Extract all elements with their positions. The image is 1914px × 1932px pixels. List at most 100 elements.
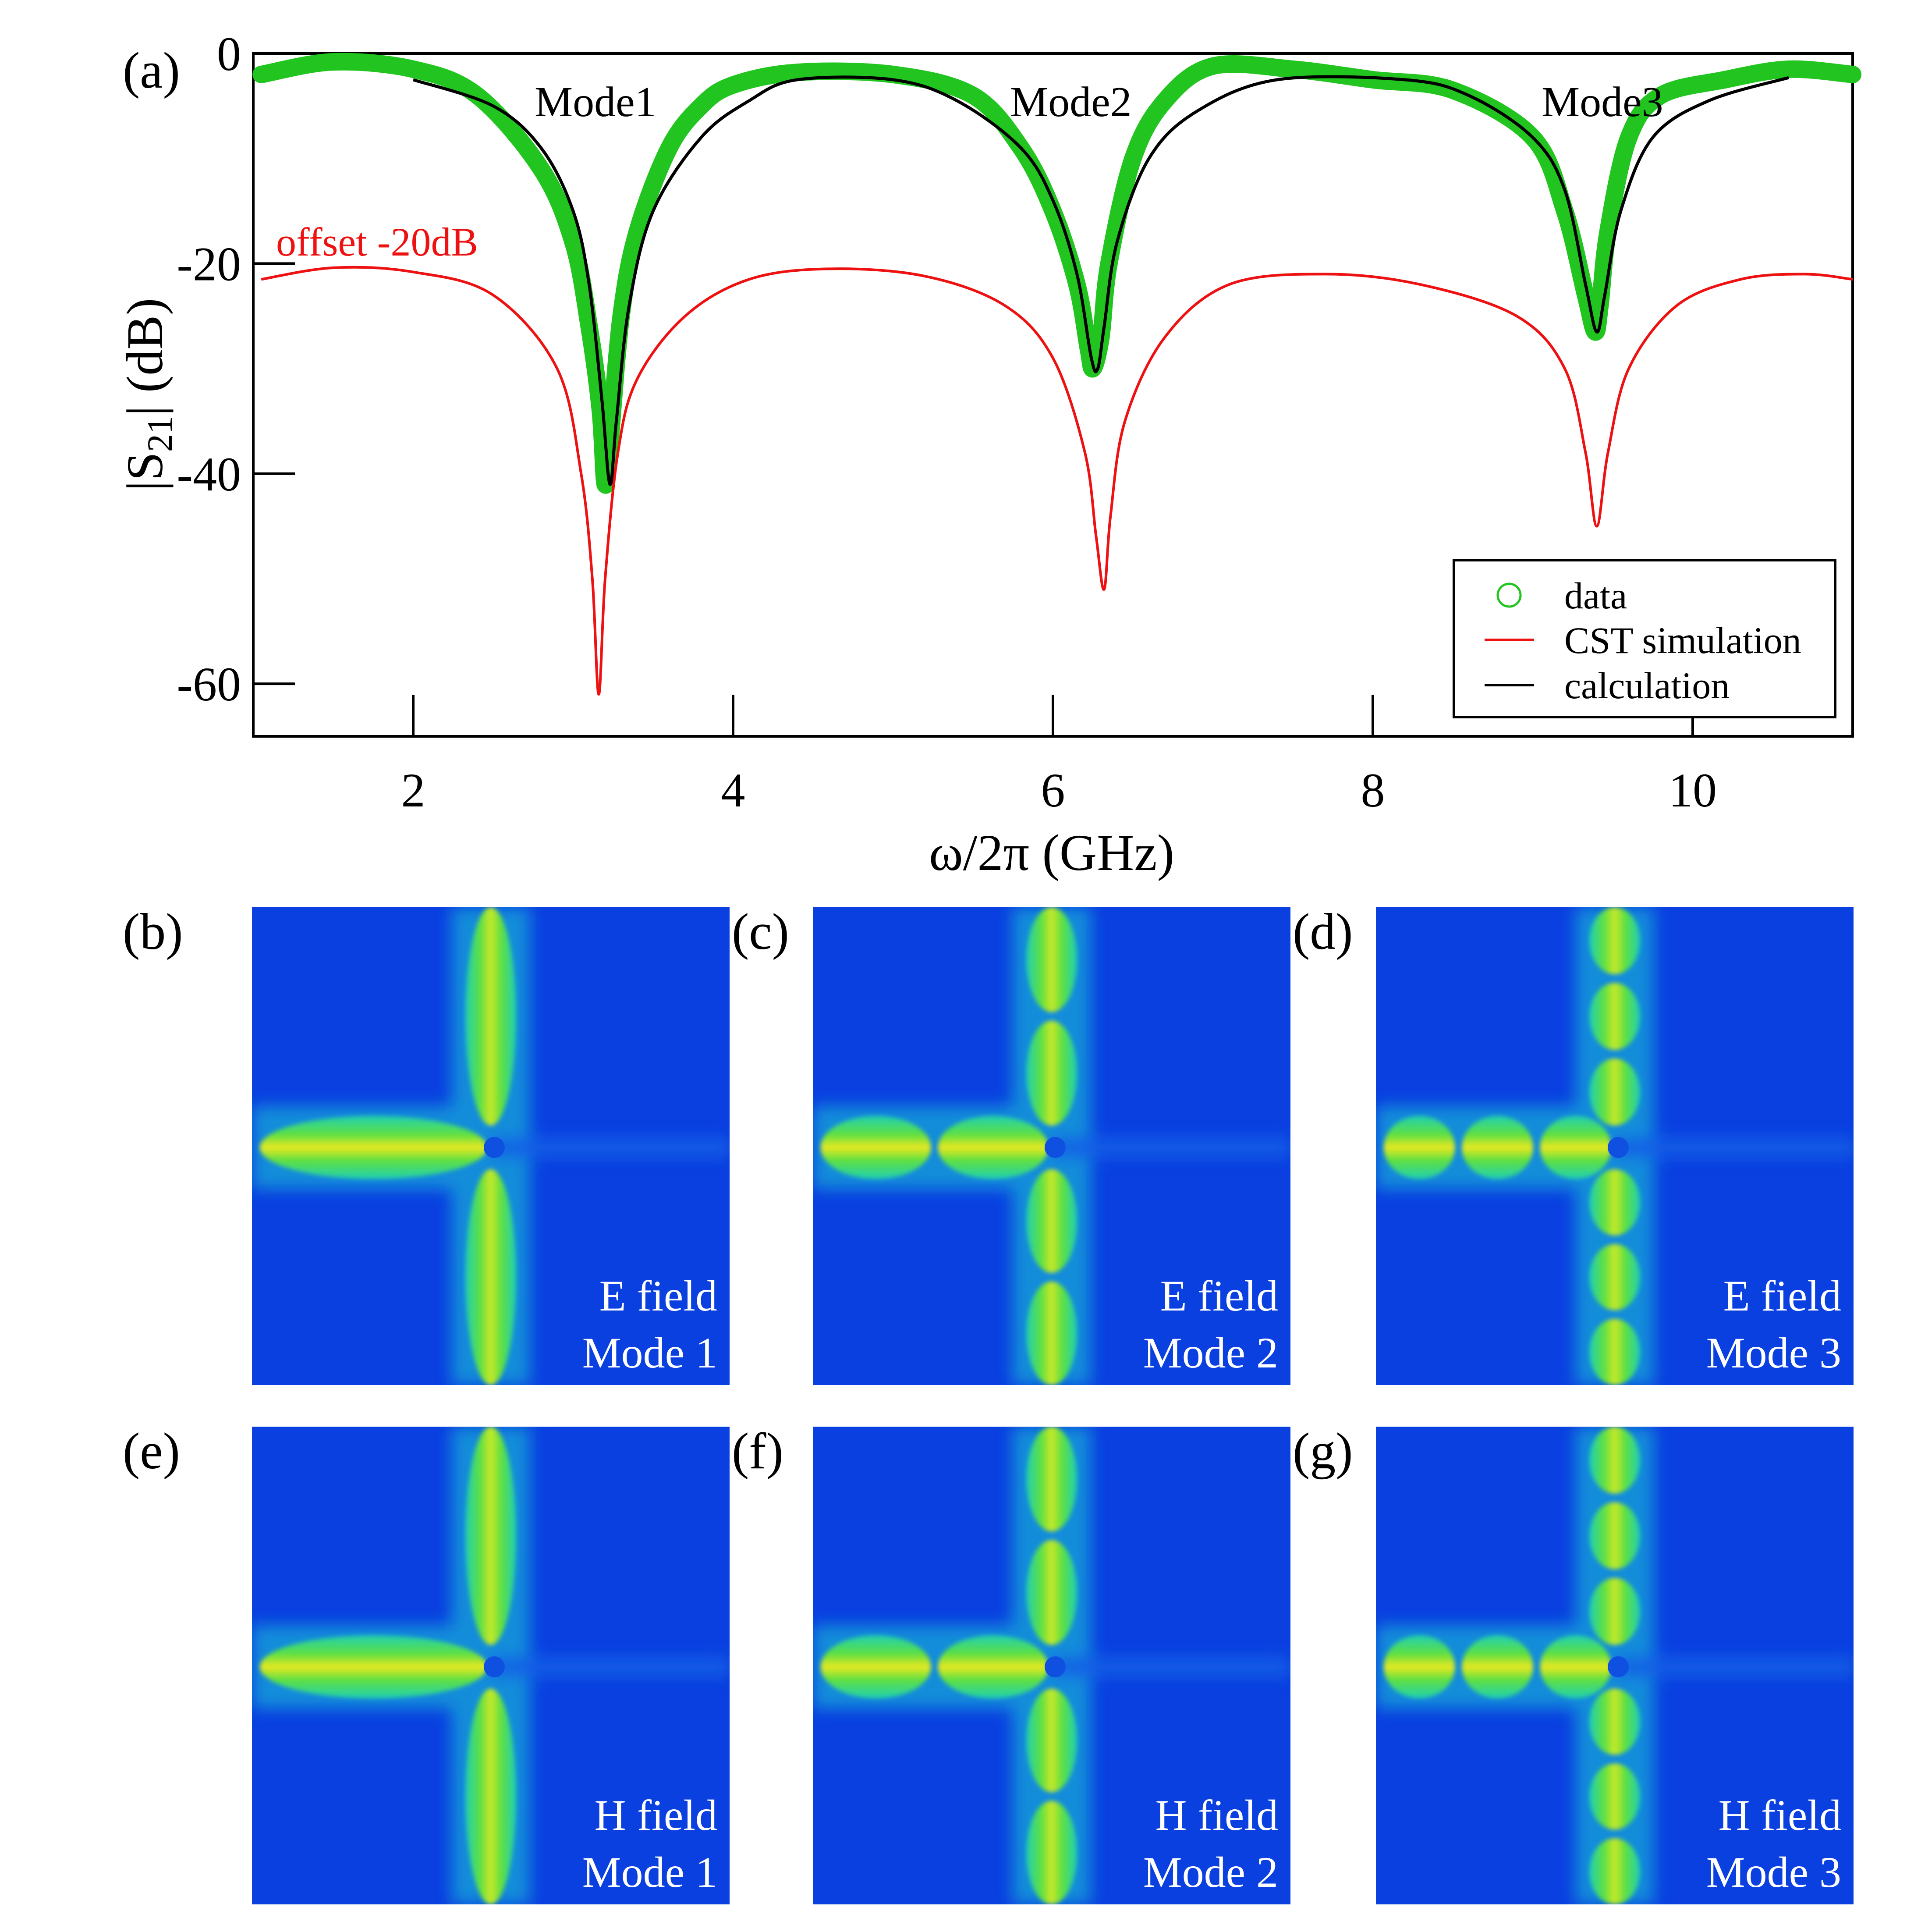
x-tick-label: 8 xyxy=(1361,764,1385,817)
series-data-point xyxy=(1620,128,1638,146)
field-type-label: E field xyxy=(1160,1271,1278,1320)
series-data-point xyxy=(592,401,610,419)
field-lobe xyxy=(821,1635,931,1698)
series-data-point xyxy=(1204,57,1222,75)
series-data-point xyxy=(660,139,678,157)
mode2-label: Mode2 xyxy=(1010,78,1132,126)
series-data-point xyxy=(1044,202,1062,220)
field-lobe xyxy=(1589,983,1640,1050)
field-lobe xyxy=(1026,1540,1077,1645)
field-lobe xyxy=(260,1635,487,1698)
field-lobe xyxy=(1589,1427,1640,1494)
series-data-point xyxy=(788,64,806,82)
field-map-4: H field Mode 1 xyxy=(252,1427,730,1904)
field-lobe xyxy=(1589,1763,1640,1830)
field-type-label: H field xyxy=(1155,1791,1278,1840)
y-tick-label: -60 xyxy=(177,657,241,711)
panel-label: (b) xyxy=(123,903,183,960)
field-lobe xyxy=(1026,1282,1077,1385)
field-lobe xyxy=(1026,1169,1077,1273)
series-data-point xyxy=(1599,223,1617,241)
field-lobe xyxy=(465,1169,516,1385)
series-data-point xyxy=(964,86,982,104)
series-layer xyxy=(252,53,1861,696)
mode-label: Mode 1 xyxy=(582,1848,717,1896)
field-map-panels: E field Mode 1 (b) E field Mode 2 (c) E field M… xyxy=(123,903,1854,1904)
offset-note: offset -20dB xyxy=(276,220,478,264)
field-type-label: E field xyxy=(1723,1271,1841,1320)
field-map-5: H field Mode 2 xyxy=(813,1427,1290,1904)
series-data-point xyxy=(532,160,550,178)
field-lobe xyxy=(1540,1635,1611,1698)
field-lobe xyxy=(1589,1244,1640,1310)
x-tick-label: 4 xyxy=(721,764,745,817)
y-axis: 0 -20 -40 -60 xyxy=(177,27,295,711)
field-lobe xyxy=(1384,1635,1455,1698)
field-lobe xyxy=(1026,1689,1077,1792)
field-lobe xyxy=(1026,907,1077,1012)
panel-a-label: (a) xyxy=(123,42,180,99)
series-data-point xyxy=(628,223,646,241)
legend-data-label: data xyxy=(1564,575,1627,617)
field-lobe xyxy=(1589,1319,1640,1385)
x-tick-label: 6 xyxy=(1041,764,1065,817)
field-lobe xyxy=(1540,1116,1611,1179)
field-lobe xyxy=(1589,1169,1640,1236)
field-lobe xyxy=(1026,1801,1077,1904)
mode-label: Mode 3 xyxy=(1706,1848,1841,1896)
field-lobe xyxy=(1462,1635,1533,1698)
field-lobe xyxy=(260,1116,487,1179)
mode3-label: Mode3 xyxy=(1542,78,1663,126)
x-axis: 2 4 6 8 10 xyxy=(401,695,1717,817)
field-lobe xyxy=(1589,1058,1640,1126)
field-lobe xyxy=(938,1116,1048,1179)
field-type-label: H field xyxy=(595,1791,717,1840)
field-lobe xyxy=(821,1116,931,1179)
field-map-1: E field Mode 1 xyxy=(252,907,730,1385)
field-map-6: H field Mode 3 xyxy=(1376,1427,1854,1904)
y-tick-label: -20 xyxy=(177,237,241,291)
mode-label: Mode 2 xyxy=(1143,1848,1278,1896)
junction xyxy=(1608,1656,1629,1677)
series-data-point xyxy=(404,60,422,78)
field-lobe xyxy=(1384,1116,1455,1179)
mode-label: Mode 1 xyxy=(582,1328,717,1377)
series-data-point xyxy=(692,97,710,115)
series-data-point xyxy=(252,65,270,83)
series-data-point xyxy=(1124,149,1142,167)
field-type-label: H field xyxy=(1719,1791,1841,1840)
field-lobe xyxy=(465,1427,516,1645)
series-data-point xyxy=(1780,60,1797,78)
series-calculation-line xyxy=(412,75,1789,486)
field-lobe xyxy=(1589,1578,1640,1645)
panel-label: (e) xyxy=(123,1422,180,1480)
panel-label: (g) xyxy=(1293,1422,1353,1480)
junction xyxy=(1608,1137,1629,1158)
legend-calc-label: calculation xyxy=(1564,664,1730,707)
field-map-2: E field Mode 2 xyxy=(813,907,1290,1385)
x-tick-label: 10 xyxy=(1669,764,1717,817)
field-lobe xyxy=(1026,1021,1077,1126)
panel-label: (f) xyxy=(732,1422,783,1480)
junction xyxy=(1045,1656,1066,1677)
field-lobe xyxy=(465,907,516,1126)
series-data-point xyxy=(1284,60,1302,78)
field-type-label: E field xyxy=(599,1271,717,1320)
mode-label: Mode 2 xyxy=(1143,1328,1278,1377)
field-lobe xyxy=(1589,907,1640,974)
field-lobe xyxy=(1589,1502,1640,1570)
series-data-point xyxy=(1364,71,1382,89)
y-axis-label: |S21| (dB) xyxy=(116,298,180,491)
field-lobe xyxy=(465,1689,516,1904)
panel-label: (c) xyxy=(732,903,789,960)
series-data-point xyxy=(564,234,582,252)
series-data-point xyxy=(1591,297,1609,315)
series-data-point xyxy=(724,76,742,94)
x-axis-label: ω/2π (GHz) xyxy=(929,824,1174,881)
junction xyxy=(484,1137,505,1158)
mode1-label: Mode1 xyxy=(535,78,656,126)
series-data-point xyxy=(1156,92,1174,110)
field-lobe xyxy=(1026,1427,1077,1531)
legend: data CST simulation calculation xyxy=(1453,559,1836,718)
